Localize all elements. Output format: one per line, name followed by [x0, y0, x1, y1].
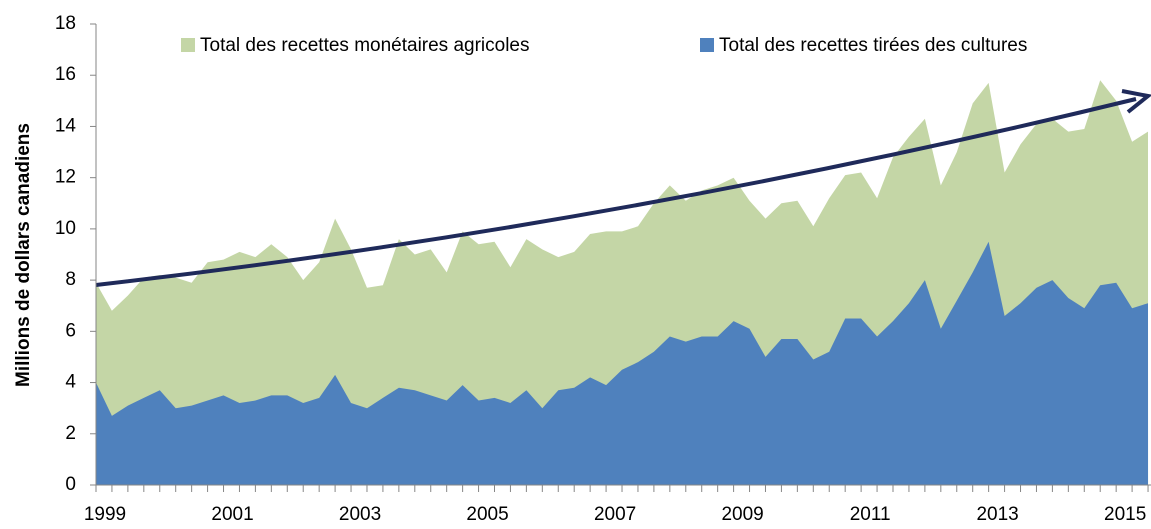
y-tick-label: 4 — [65, 372, 76, 393]
x-tick-label: 2007 — [594, 504, 636, 525]
y-tick-label: 16 — [55, 64, 76, 85]
legend-label: Total des recettes monétaires agricoles — [200, 35, 530, 56]
y-axis-title: Millions de dollars canadiens — [13, 123, 34, 387]
y-tick-label: 0 — [65, 474, 76, 495]
y-tick-label: 2 — [65, 423, 76, 444]
x-tick-label: 2003 — [339, 504, 381, 525]
y-tick-label: 8 — [65, 269, 76, 290]
plot-area — [96, 80, 1149, 486]
x-tick-label: 2009 — [721, 504, 763, 525]
x-tick-label: 2001 — [211, 504, 253, 525]
y-tick-label: 10 — [55, 218, 76, 239]
x-tick-label: 2005 — [466, 504, 508, 525]
trend-arrowhead — [1121, 89, 1151, 114]
y-tick-label: 18 — [55, 13, 76, 34]
x-tick-label: 2013 — [976, 504, 1018, 525]
y-tick-label: 12 — [55, 167, 76, 188]
legend-swatch — [700, 38, 714, 52]
trend-line — [95, 97, 1137, 287]
y-tick-label: 6 — [65, 320, 76, 341]
legend-label: Total des recettes tirées des cultures — [719, 35, 1027, 56]
legend-swatch — [181, 38, 195, 52]
x-tick-label: 2015 — [1104, 504, 1146, 525]
x-tick-label: 1999 — [84, 504, 126, 525]
x-tick-label: 2011 — [850, 504, 891, 525]
area — [96, 241, 1149, 485]
y-tick-label: 14 — [55, 115, 77, 136]
